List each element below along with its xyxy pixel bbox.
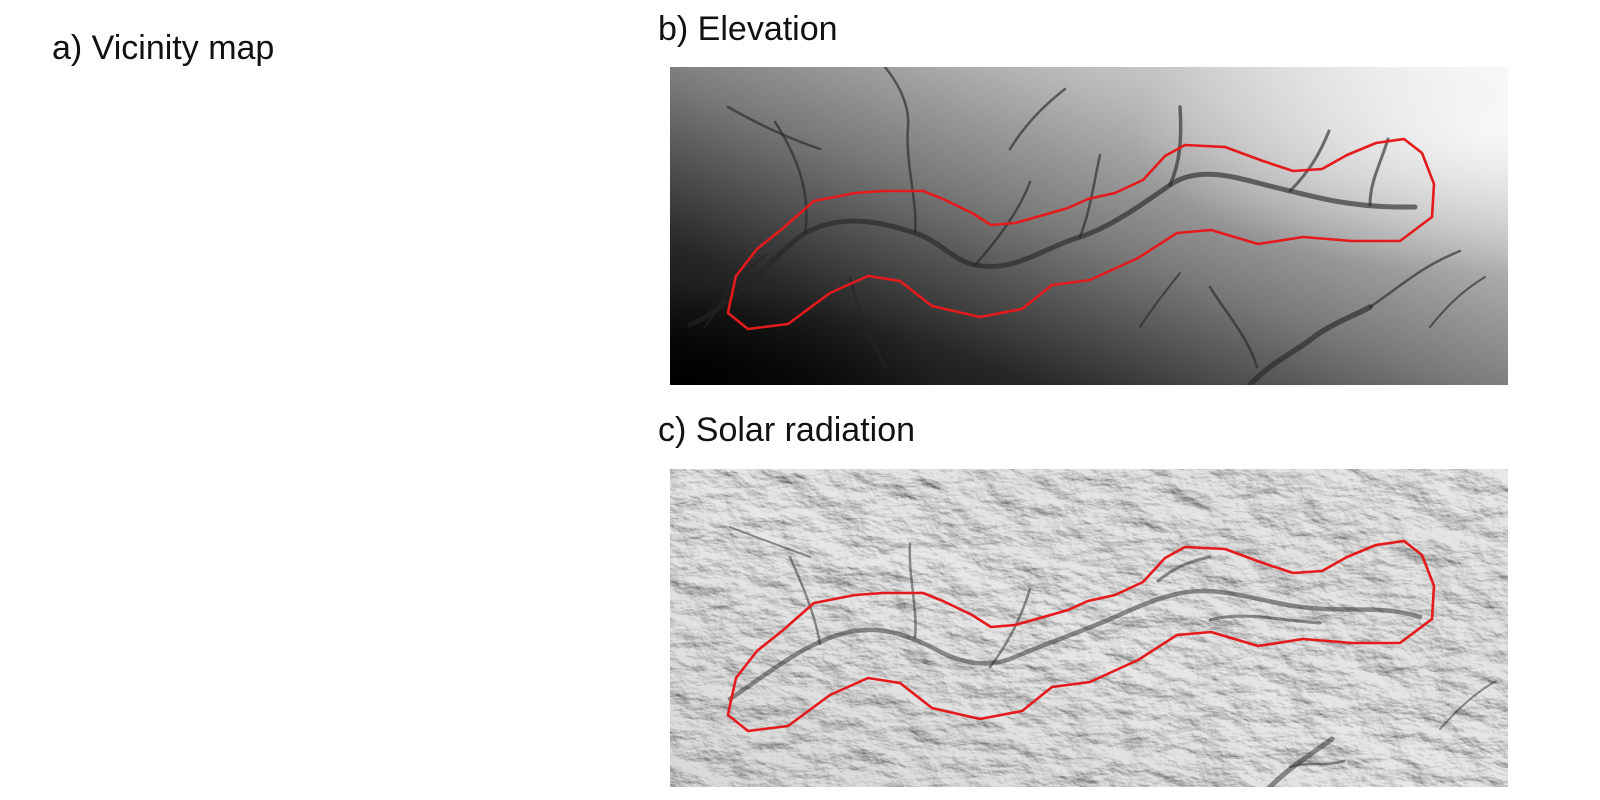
- solar-radiation-shading: [670, 469, 1508, 787]
- study-area-outline: [726, 137, 1436, 331]
- elevation-map-graphic: [670, 67, 1508, 385]
- solar-radiation-map-title: c) Solar radiation: [658, 411, 916, 449]
- elevation-map-panel: [670, 67, 1508, 385]
- vicinity-map-panel: [40, 90, 600, 780]
- solar-radiation-map-panel: [670, 469, 1508, 787]
- vicinity-map-title: a) Vicinity map: [52, 29, 275, 67]
- study-area-outline: [726, 539, 1436, 733]
- elevation-map-title: b) Elevation: [658, 10, 838, 48]
- elevation-low-ground: [670, 67, 1508, 385]
- solar-radiation-map-graphic: [670, 469, 1508, 787]
